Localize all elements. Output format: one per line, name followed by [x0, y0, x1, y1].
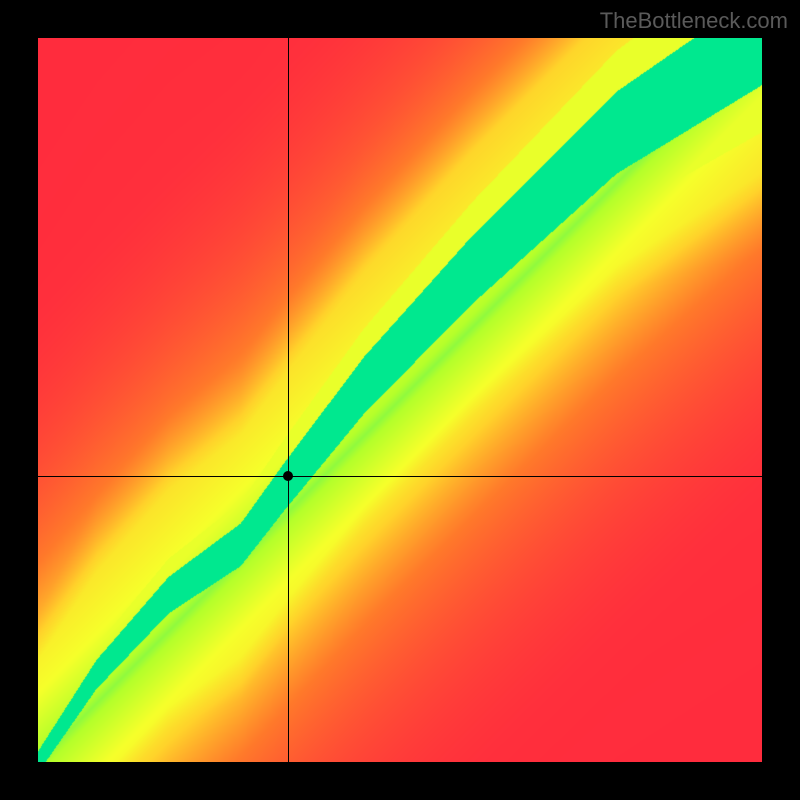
crosshair-marker	[283, 471, 293, 481]
watermark-text: TheBottleneck.com	[600, 8, 788, 34]
crosshair-vertical	[288, 38, 289, 762]
heatmap-plot	[38, 38, 762, 762]
heatmap-canvas	[38, 38, 762, 762]
crosshair-horizontal	[38, 476, 762, 477]
